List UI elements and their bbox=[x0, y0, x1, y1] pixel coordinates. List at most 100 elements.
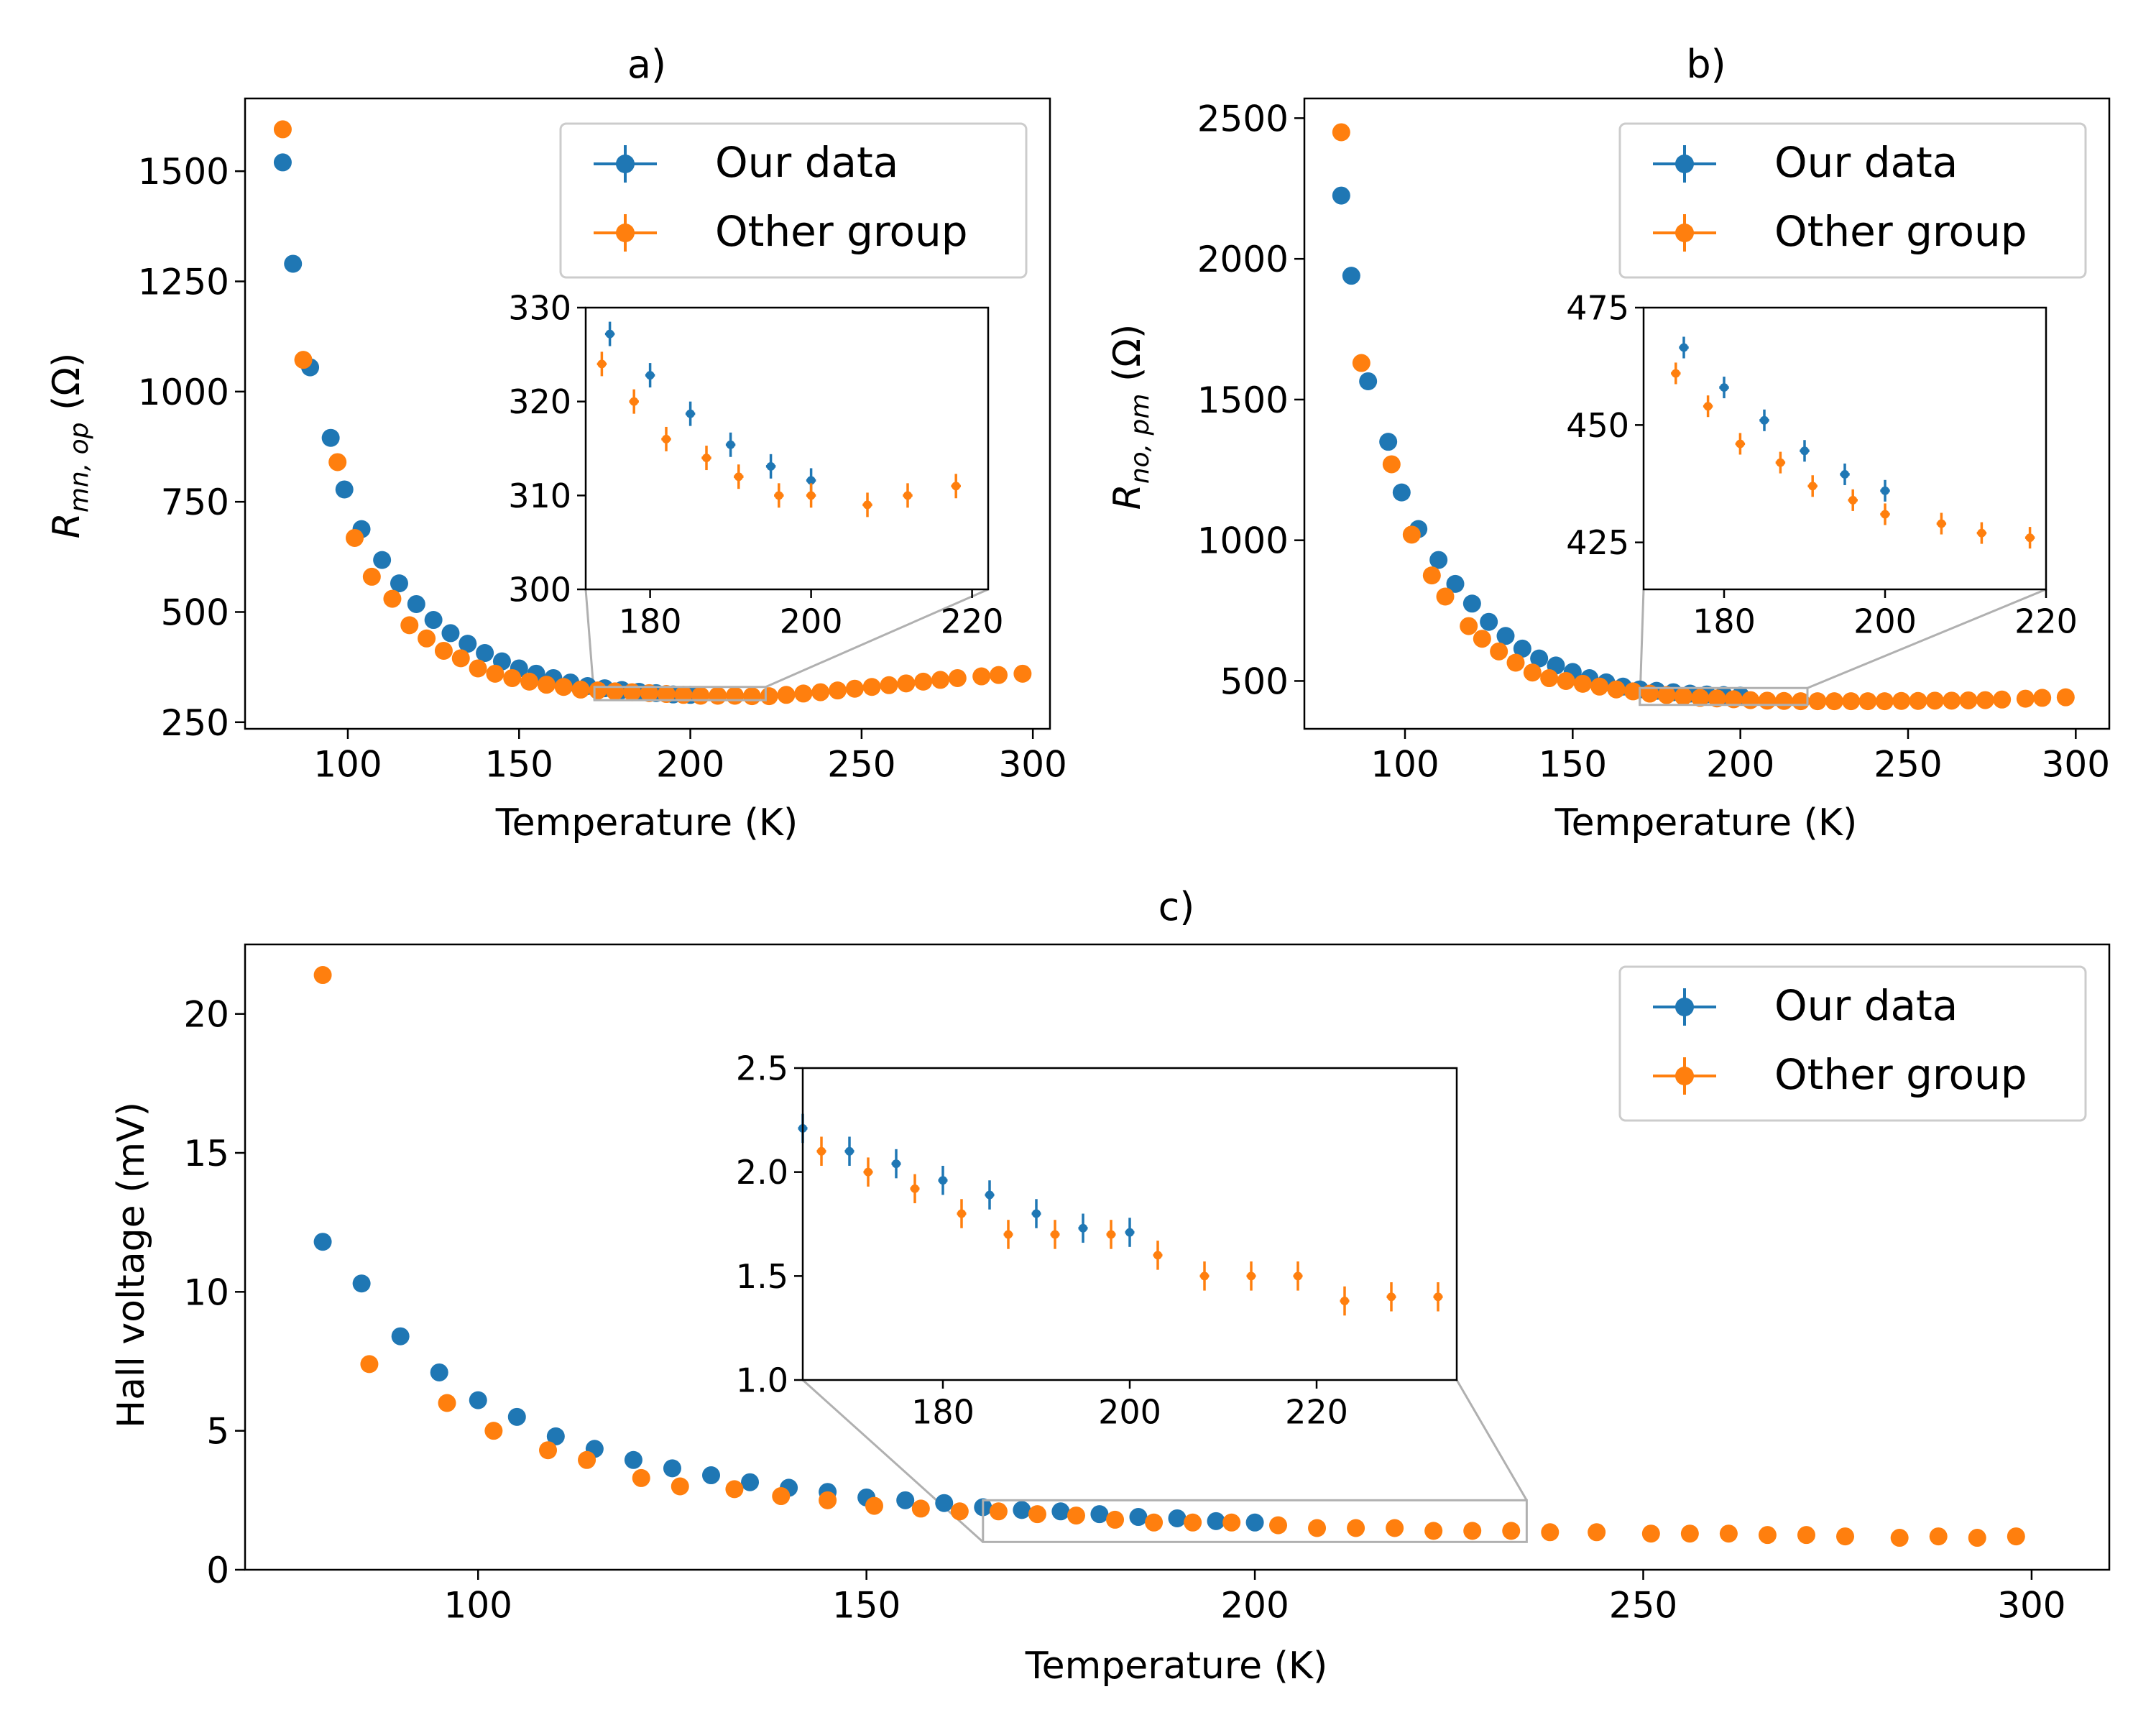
panel-c-inset-errmarker-other bbox=[1051, 1230, 1059, 1239]
panel-a-inset-errpoint-other bbox=[734, 464, 744, 489]
panel-a-y-label-sub: mn, op bbox=[65, 423, 94, 513]
panel-a-legend-box bbox=[559, 122, 1028, 279]
panel-a-inset-errmarker-our bbox=[686, 409, 695, 418]
panel-b-point-other bbox=[1691, 689, 1710, 707]
panel-c-inset-errpoint-our bbox=[1031, 1199, 1041, 1228]
panel-c-point-other bbox=[1386, 1519, 1404, 1537]
panel-c-point-other bbox=[1269, 1516, 1288, 1535]
panel-a-inset-errmarker-our bbox=[766, 461, 775, 471]
panel-c-inset-errpoint-other bbox=[910, 1174, 920, 1204]
panel-c-inset: 180 200 220 1.0 1.5 2.0 2.5 bbox=[736, 1049, 1458, 1431]
panel-a-inset-errmarker-other bbox=[597, 359, 607, 369]
panel-c-frame bbox=[244, 943, 2111, 1571]
panel-b-inset-errmarker-our bbox=[1881, 486, 1889, 495]
panel-c-inset-errpoint-our bbox=[891, 1149, 901, 1179]
panel-b-frame bbox=[1303, 97, 2111, 730]
panel-a-inset-errmarker-our bbox=[806, 476, 816, 485]
panel-a-inset-errmarker-our bbox=[645, 371, 655, 380]
panel-a-point-our bbox=[441, 624, 460, 643]
panel-c-point-other bbox=[1680, 1524, 1699, 1543]
panel-a: a) Temperature (K) Rmn, op (Ω) 100 150 200… bbox=[45, 42, 1067, 845]
panel-b-point-other bbox=[1332, 123, 1350, 142]
panel-c-point-other bbox=[1424, 1522, 1443, 1540]
panel-a-point-other bbox=[990, 666, 1008, 684]
panel-a-legend-label-other: Other group bbox=[715, 207, 968, 256]
panel-b-inset-errmarker-other bbox=[1736, 439, 1745, 448]
panel-c-point-other bbox=[1463, 1522, 1482, 1540]
panel-c-inset-errmarker-our bbox=[985, 1190, 994, 1200]
panel-c-inset-errpoint-other bbox=[1386, 1282, 1396, 1312]
panel-c-inset-errmarker-our bbox=[1125, 1228, 1134, 1237]
panel-c-point-other bbox=[1541, 1523, 1560, 1542]
panel-a-inset-errpoint-other bbox=[596, 351, 607, 377]
panel-b-point-our bbox=[1392, 483, 1411, 502]
panel-b-point-other bbox=[1490, 642, 1508, 661]
panel-a-point-other bbox=[948, 668, 967, 687]
panel-b-point-other bbox=[1402, 525, 1421, 544]
panel-c-inset-errpoint-other bbox=[816, 1136, 826, 1166]
panel-b-inset-errmarker-our bbox=[1760, 415, 1769, 425]
panel-a-point-other bbox=[794, 684, 813, 703]
panel-c-inset-x-tick-label: 200 bbox=[1098, 1392, 1161, 1431]
panel-a-point-other bbox=[537, 676, 556, 694]
panel-a-point-our bbox=[335, 480, 354, 499]
panel-b-point-our bbox=[1496, 627, 1515, 645]
panel-b-inset-errpoint-other bbox=[1848, 489, 1858, 511]
panel-c-point-other bbox=[911, 1499, 930, 1518]
panel-c-point-other bbox=[1184, 1513, 1202, 1532]
panel-b-point-our bbox=[1513, 639, 1531, 658]
panel-c-inset-errpoint-other bbox=[1050, 1220, 1060, 1249]
panel-b-point-other bbox=[1993, 690, 2012, 709]
panel-c-inset-y-tick-label: 2.5 bbox=[736, 1049, 788, 1088]
panel-a-point-other bbox=[777, 686, 796, 704]
panel-b-point-other bbox=[1540, 669, 1559, 688]
panel-a-inset-y-tick-label: 300 bbox=[508, 571, 571, 610]
panel-b-inset-x-tick-label: 180 bbox=[1692, 602, 1756, 640]
panel-c-point-our bbox=[546, 1427, 565, 1445]
panel-b-point-other bbox=[1422, 566, 1441, 585]
panel-b-title: b) bbox=[1686, 42, 1726, 87]
panel-c-inset-errpoint-other bbox=[1153, 1241, 1163, 1270]
panel-c-point-other bbox=[1588, 1523, 1606, 1542]
panel-a-title: a) bbox=[627, 42, 666, 87]
panel-b-y-axis-label: Rno, pm (Ω) bbox=[1106, 324, 1155, 510]
panel-b-inset-errmarker-other bbox=[1776, 458, 1785, 467]
panel-a-legend: Our data Other group bbox=[559, 122, 1028, 279]
panel-b-point-our bbox=[1379, 433, 1398, 451]
panel-c-point-our bbox=[507, 1407, 526, 1426]
panel-c-inset-errpoint-our bbox=[985, 1180, 995, 1210]
panel-a-point-other bbox=[862, 678, 881, 696]
panel-b-y-tick-label: 2000 bbox=[1197, 239, 1289, 280]
panel-c-point-other bbox=[671, 1477, 689, 1496]
panel-a-point-other bbox=[742, 687, 761, 706]
panel-c-point-our bbox=[702, 1466, 720, 1485]
panel-b-inset-errpoint-other bbox=[2024, 527, 2035, 549]
panel-c-inset-x-tick-label: 180 bbox=[911, 1392, 975, 1431]
panel-a-point-other bbox=[972, 667, 991, 686]
panel-c: c) Temperature (K) Hall voltage (mV) 100… bbox=[110, 884, 2111, 1688]
panel-a-frame bbox=[244, 97, 1051, 730]
panel-b-point-our bbox=[1332, 186, 1350, 205]
panel-a-point-our bbox=[459, 635, 477, 653]
panel-b-point-our bbox=[1342, 267, 1360, 285]
panel-c-legend: Our data Other group bbox=[1618, 965, 2087, 1122]
panel-c-point-other bbox=[1890, 1529, 1909, 1547]
panel-b-inset-y-tick-label: 425 bbox=[1566, 523, 1629, 562]
panel-a-point-other bbox=[400, 616, 419, 635]
panel-c-inset-errmarker-other bbox=[911, 1184, 919, 1193]
panel-b-inset-errmarker-other bbox=[1848, 495, 1858, 505]
panel-b-legend-label-other: Other group bbox=[1774, 207, 2027, 256]
panel-b-point-other bbox=[1436, 587, 1455, 606]
panel-c-point-our bbox=[663, 1459, 681, 1478]
panel-a-point-our bbox=[476, 644, 494, 663]
panel-a-point-our bbox=[407, 594, 425, 613]
panel-c-y-tick-label: 0 bbox=[206, 1550, 229, 1591]
panel-c-inset-errmarker-our bbox=[1079, 1223, 1087, 1233]
panel-b-inset-errmarker-our bbox=[1720, 383, 1728, 392]
panel-b-point-other bbox=[1674, 687, 1692, 706]
panel-b-inset-errpoint-other bbox=[1936, 512, 1947, 535]
panel-a-inset-y-tick-label: 330 bbox=[508, 289, 571, 328]
panel-c-zoom-rect bbox=[982, 1499, 1528, 1543]
panel-b-inset-errmarker-other bbox=[1977, 528, 1986, 538]
panel-c-y-tick-label: 10 bbox=[183, 1271, 229, 1313]
